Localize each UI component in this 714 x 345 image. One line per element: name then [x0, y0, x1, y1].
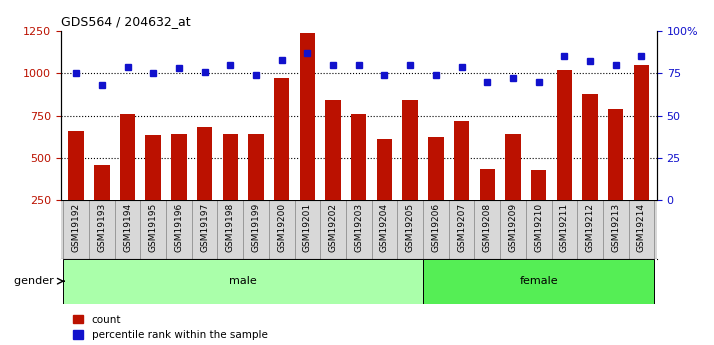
- Text: GSM19202: GSM19202: [328, 203, 338, 252]
- Text: gender: gender: [14, 276, 57, 286]
- Text: GSM19212: GSM19212: [585, 203, 595, 252]
- Bar: [608, 109, 623, 242]
- Bar: [634, 65, 649, 242]
- Bar: [583, 93, 598, 242]
- Text: GSM19210: GSM19210: [534, 203, 543, 252]
- Bar: [64, 259, 423, 304]
- Bar: [223, 134, 238, 242]
- Bar: [454, 121, 469, 242]
- Text: GSM19213: GSM19213: [611, 203, 620, 252]
- Bar: [300, 33, 315, 242]
- Text: GSM19206: GSM19206: [431, 203, 441, 252]
- Bar: [557, 70, 572, 242]
- Bar: [377, 139, 392, 242]
- Bar: [69, 131, 84, 242]
- Bar: [171, 134, 186, 242]
- Bar: [120, 114, 135, 242]
- Text: GSM19203: GSM19203: [354, 203, 363, 252]
- Text: GSM19196: GSM19196: [174, 203, 183, 252]
- Bar: [197, 127, 212, 242]
- Text: GSM19199: GSM19199: [251, 203, 261, 252]
- Text: GSM19211: GSM19211: [560, 203, 569, 252]
- Text: GSM19192: GSM19192: [71, 203, 81, 252]
- Bar: [423, 259, 654, 304]
- Bar: [506, 134, 521, 242]
- Text: GSM19197: GSM19197: [200, 203, 209, 252]
- Text: female: female: [519, 276, 558, 286]
- Text: male: male: [229, 276, 257, 286]
- Text: GSM19214: GSM19214: [637, 203, 646, 252]
- Text: GSM19207: GSM19207: [457, 203, 466, 252]
- Text: GSM19209: GSM19209: [508, 203, 518, 252]
- Bar: [403, 100, 418, 242]
- Text: GSM19193: GSM19193: [97, 203, 106, 252]
- Text: GSM19204: GSM19204: [380, 203, 389, 252]
- Text: GSM19200: GSM19200: [277, 203, 286, 252]
- Bar: [274, 78, 289, 242]
- Bar: [428, 137, 443, 242]
- Text: GDS564 / 204632_at: GDS564 / 204632_at: [61, 16, 191, 29]
- Bar: [326, 100, 341, 242]
- Text: GSM19194: GSM19194: [123, 203, 132, 252]
- Text: GSM19195: GSM19195: [149, 203, 158, 252]
- Text: GSM19205: GSM19205: [406, 203, 415, 252]
- Bar: [248, 134, 263, 242]
- Text: GSM19198: GSM19198: [226, 203, 235, 252]
- Bar: [146, 135, 161, 242]
- Text: GSM19201: GSM19201: [303, 203, 312, 252]
- Bar: [351, 114, 366, 242]
- Legend: count, percentile rank within the sample: count, percentile rank within the sample: [73, 315, 268, 340]
- Bar: [531, 170, 546, 242]
- Text: GSM19208: GSM19208: [483, 203, 492, 252]
- Bar: [480, 169, 495, 242]
- Bar: [94, 166, 109, 242]
